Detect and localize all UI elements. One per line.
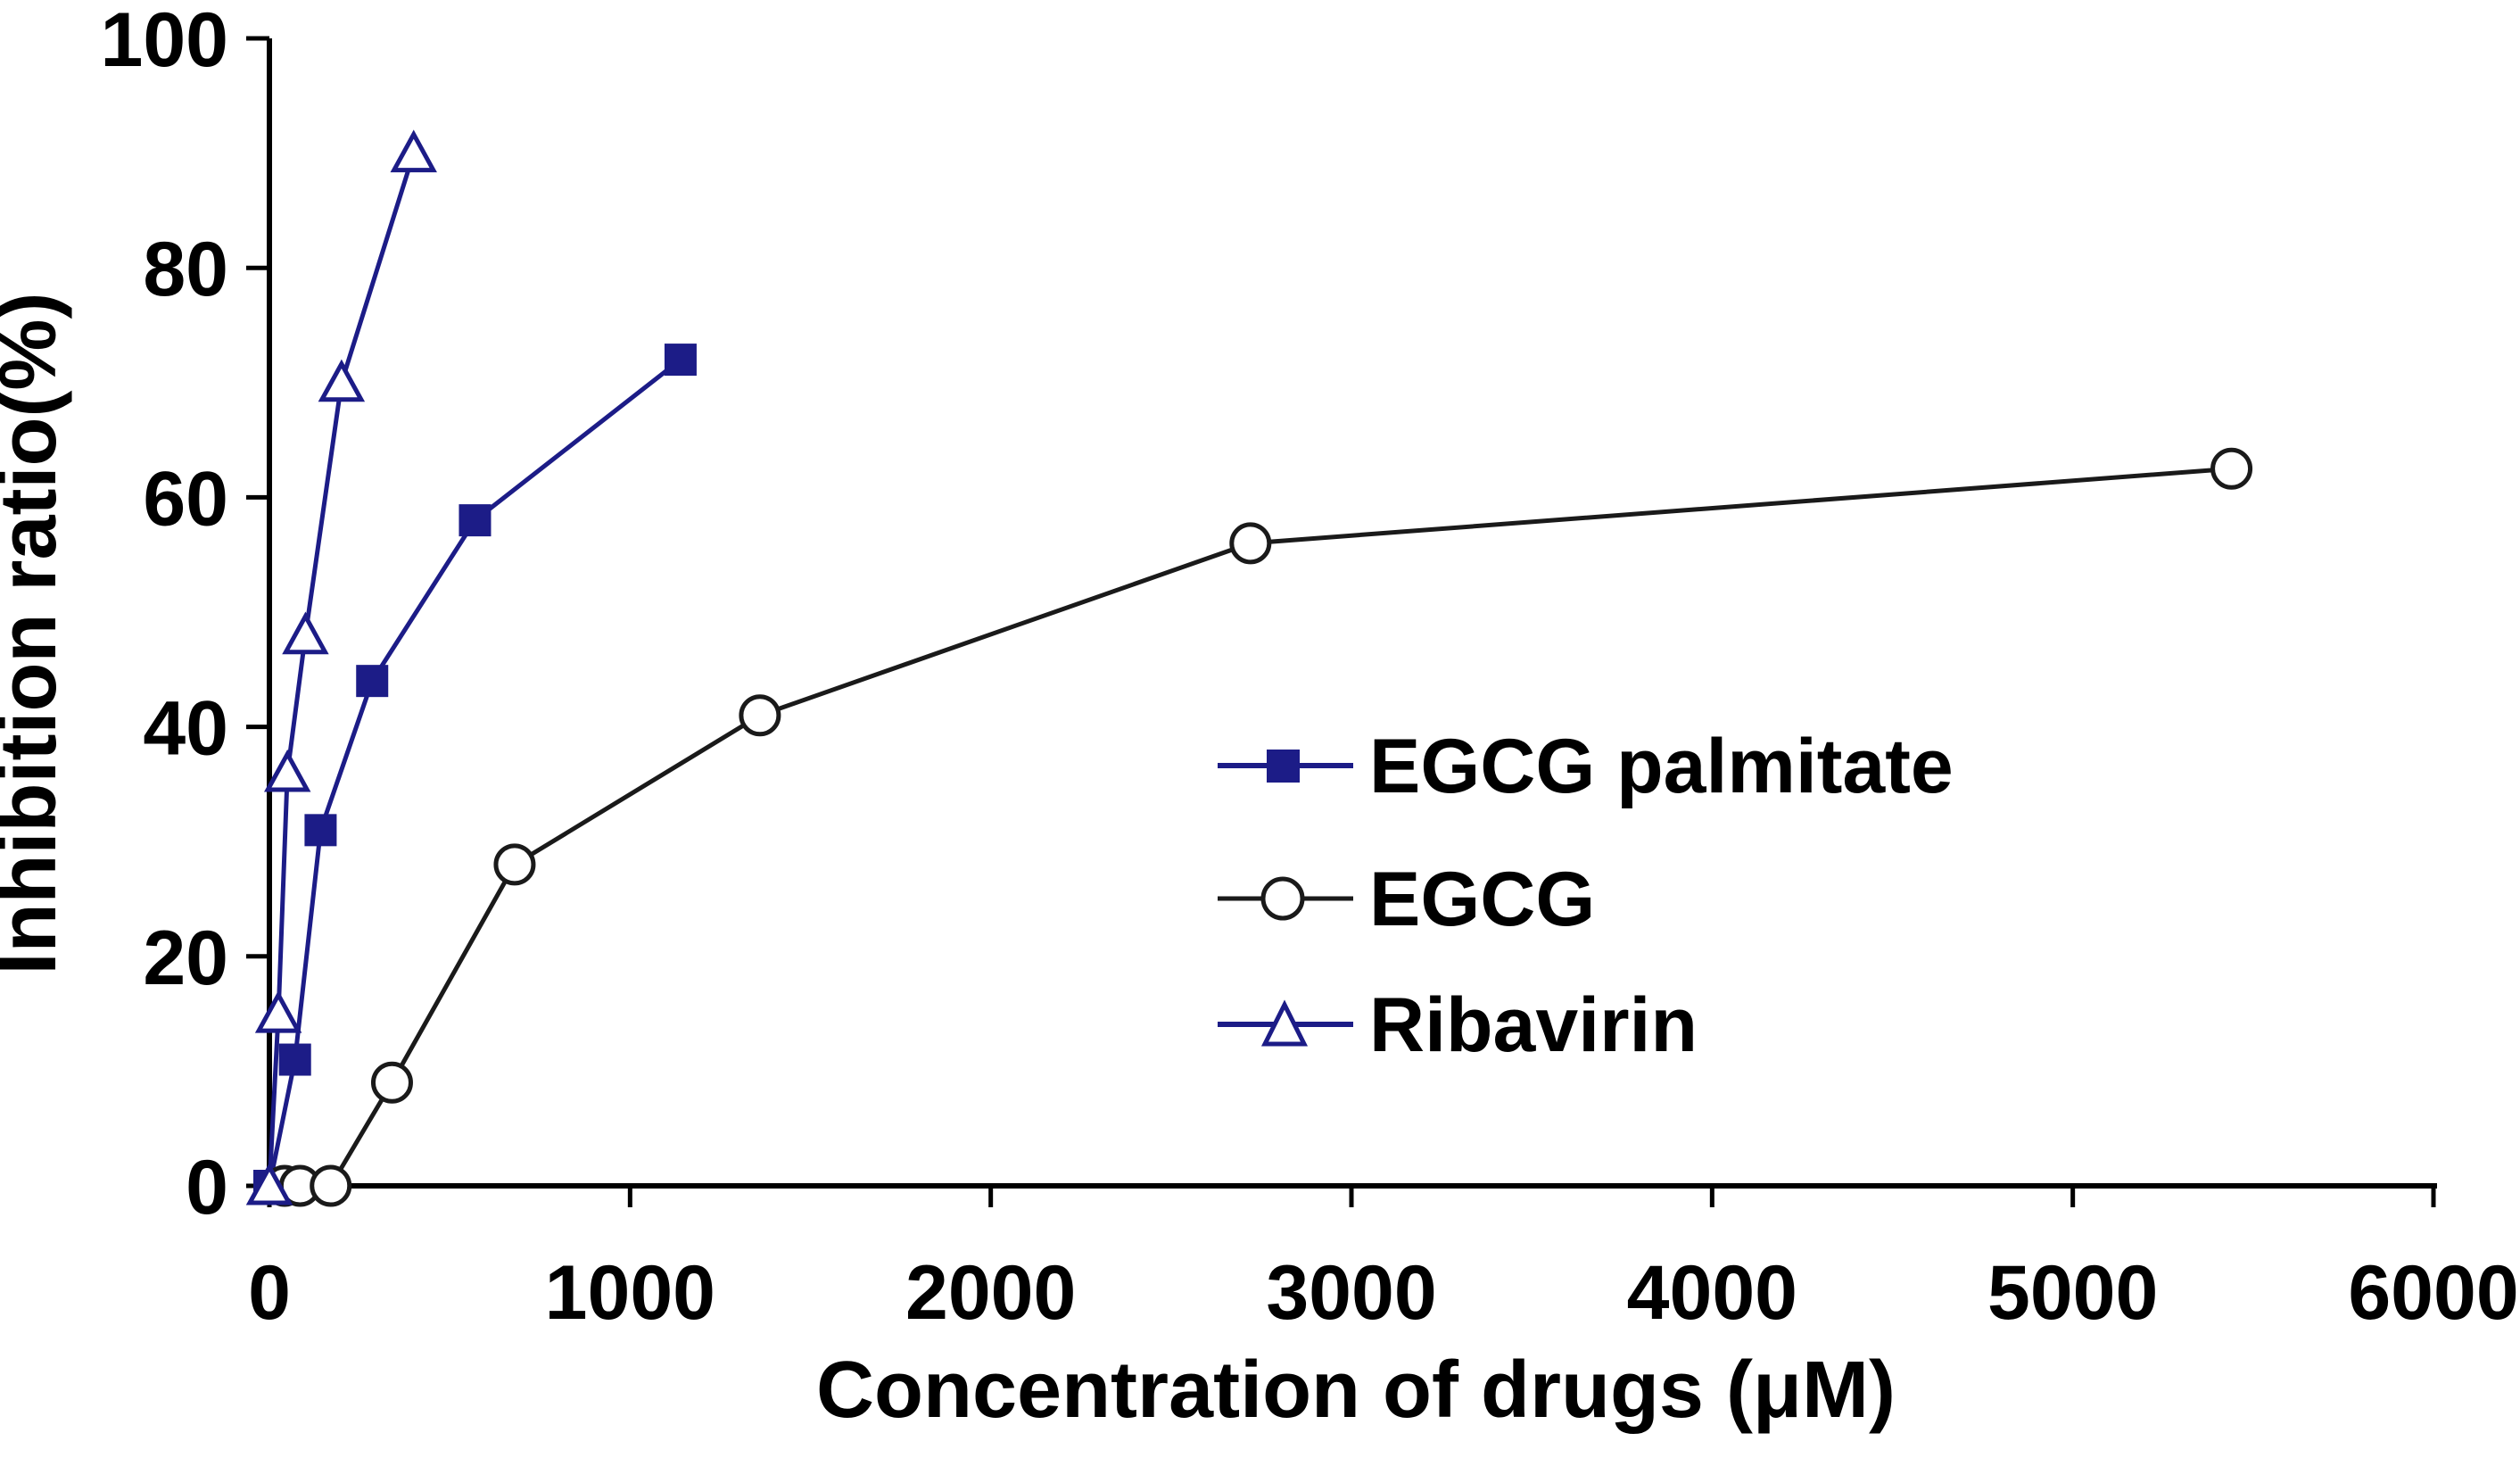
- series-group: [245, 129, 2253, 1207]
- series-line-egcg: [284, 466, 2232, 1189]
- series-line-ribavirin: [267, 152, 417, 1187]
- marker-open-circle: [1229, 522, 1272, 565]
- marker-filled-square: [664, 344, 697, 377]
- marker-open-circle: [493, 843, 536, 886]
- x-tick-label: 3000: [1266, 1250, 1436, 1336]
- marker-open-circle: [2210, 447, 2253, 490]
- legend-marker-filled-square: [1267, 750, 1300, 783]
- x-tick-label: 1000: [545, 1250, 715, 1336]
- marker-open-triangle: [390, 129, 437, 173]
- x-tick-label: 4000: [1627, 1250, 1797, 1336]
- marker-open-triangle: [263, 749, 311, 792]
- legend-label-egcg-palmitate: EGCG palmitate: [1369, 724, 1954, 809]
- x-tick-label: 0: [248, 1250, 291, 1336]
- legend-label-ribavirin: Ribavirin: [1369, 982, 1698, 1068]
- y-tick-label: 0: [186, 1145, 228, 1230]
- marker-filled-square: [278, 1043, 311, 1076]
- legend-marker-open-triangle: [1260, 999, 1309, 1047]
- y-tick-label: 20: [143, 915, 228, 1001]
- marker-filled-square: [304, 814, 337, 847]
- legend-item-egcg-palmitate: EGCG palmitate: [1218, 724, 1954, 809]
- marker-open-circle: [370, 1061, 413, 1104]
- marker-open-circle: [310, 1164, 352, 1207]
- y-axis-title: Inhibition ratio(%): [0, 293, 73, 975]
- marker-open-circle: [739, 694, 781, 737]
- legend-marker-open-circle: [1260, 876, 1305, 921]
- legend-label-egcg: EGCG: [1369, 857, 1595, 942]
- marker-open-triangle: [254, 990, 302, 1033]
- y-tick-label: 100: [101, 0, 229, 83]
- marker-open-triangle: [318, 359, 366, 402]
- legend-item-egcg: EGCG: [1218, 857, 1595, 942]
- marker-filled-square: [459, 504, 492, 537]
- legend: EGCG palmitate EGCG Ribavirin: [1218, 724, 1954, 1068]
- x-tick-label: 2000: [905, 1250, 1076, 1336]
- y-tick-label: 80: [143, 227, 228, 312]
- marker-open-triangle: [282, 611, 329, 655]
- legend-item-ribavirin: Ribavirin: [1218, 982, 1698, 1068]
- marker-open-triangle: [245, 1162, 293, 1205]
- y-tick-label: 40: [143, 686, 228, 772]
- series-line-egcg-palmitate: [267, 358, 682, 1187]
- x-axis-title: Concentration of drugs (μM): [816, 1346, 1896, 1435]
- x-tick-label: 5000: [1987, 1250, 2158, 1336]
- x-tick-label: 6000: [2348, 1250, 2518, 1336]
- y-tick-label: 60: [143, 456, 228, 542]
- marker-filled-square: [356, 665, 389, 698]
